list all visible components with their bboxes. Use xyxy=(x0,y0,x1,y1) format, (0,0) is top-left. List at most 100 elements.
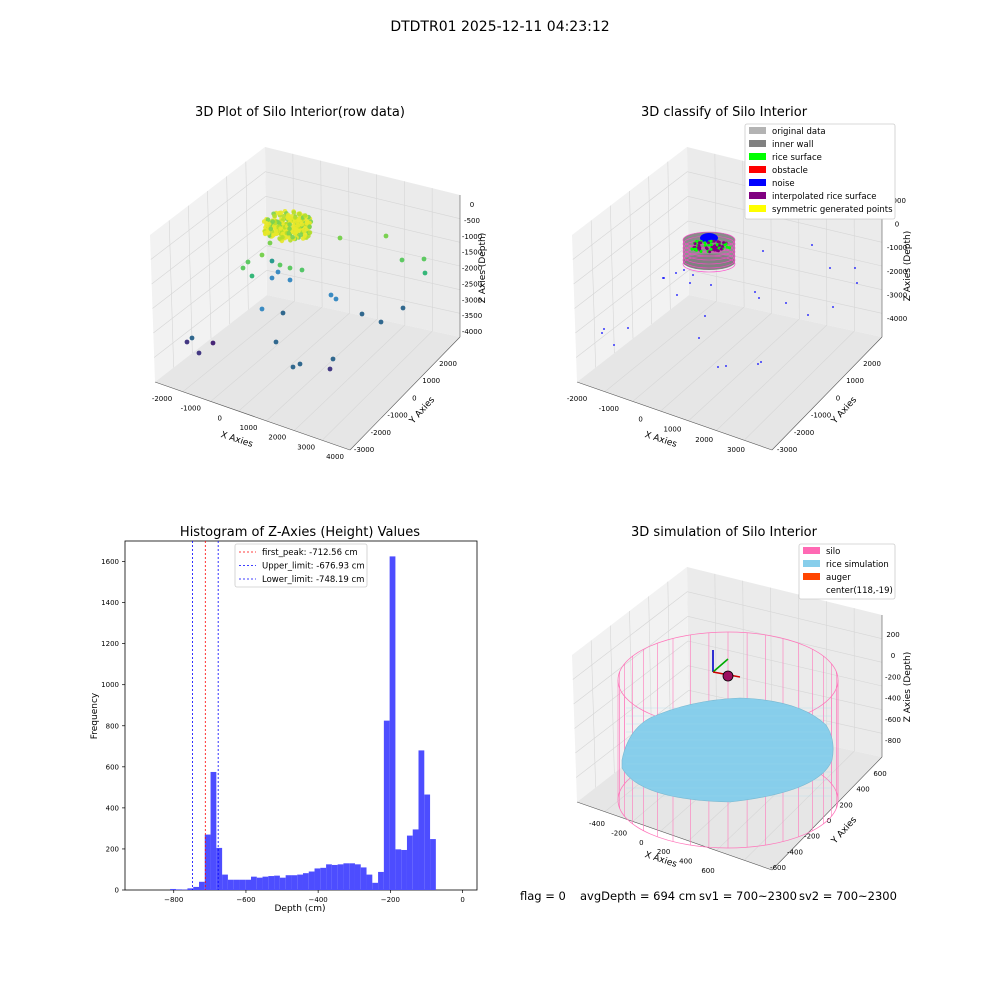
raw-point xyxy=(307,230,313,235)
z-tick-label: -4000 xyxy=(887,315,907,323)
x-tick-label: 0 xyxy=(460,896,464,904)
y-tick-label: 1400 xyxy=(101,599,119,607)
panel-classify-3d: 3D classify of Silo Interior -2000 -1000 0… xyxy=(567,105,913,454)
histogram-bar xyxy=(354,864,361,890)
raw-3d-x-label: X Axies xyxy=(219,430,254,450)
grid-line xyxy=(660,312,772,412)
histogram-bar xyxy=(251,876,257,890)
histogram-bar xyxy=(383,720,390,890)
rice-point xyxy=(707,243,711,247)
legend-frame xyxy=(234,543,368,588)
grid-line xyxy=(716,324,828,431)
raw-point xyxy=(259,252,265,258)
z-tick-label: -1500 xyxy=(462,249,482,257)
histogram-bar xyxy=(366,874,373,890)
raw-point xyxy=(278,210,284,216)
noise-point xyxy=(603,328,605,330)
y-tick-label: 1200 xyxy=(101,640,119,648)
grid-line xyxy=(688,318,800,422)
grid-line xyxy=(632,306,745,402)
legend-frame xyxy=(798,543,896,600)
x-tick-label: −200 xyxy=(381,896,400,904)
rice-point xyxy=(690,247,694,251)
y-tick-label: -2000 xyxy=(371,429,391,437)
x-tick-label: 3000 xyxy=(297,443,315,451)
legend-swatch xyxy=(749,192,766,199)
raw-point xyxy=(328,292,334,298)
x-tick-label: −600 xyxy=(236,896,255,904)
histogram-title: Histogram of Z-Axies (Height) Values xyxy=(180,525,420,540)
noise-point xyxy=(760,361,762,363)
rice-point xyxy=(703,241,707,245)
raw-point xyxy=(291,226,297,231)
grid-line xyxy=(210,306,323,402)
legend-label: rice surface xyxy=(772,153,822,163)
histogram-bar xyxy=(199,881,205,890)
raw-point xyxy=(281,213,287,219)
back-wall xyxy=(265,147,460,337)
raw-point xyxy=(297,361,303,367)
legend-label: interpolated rice surface xyxy=(772,192,877,202)
histogram-bar xyxy=(331,864,338,890)
x-tick-label: −800 xyxy=(164,896,183,904)
noise-point xyxy=(601,332,603,334)
y-tick-label: 0 xyxy=(115,887,119,895)
rice-point xyxy=(714,245,718,249)
rice-point xyxy=(719,247,723,251)
noise-point xyxy=(754,291,756,293)
figure-suptitle: DTDTR01 2025-12-11 04:23:12 xyxy=(390,19,609,35)
raw-point xyxy=(359,311,365,317)
noise-point xyxy=(762,250,764,252)
raw-point xyxy=(299,267,305,273)
raw-3d-axes-box xyxy=(150,147,461,451)
legend-label: noise xyxy=(772,179,795,189)
x-tick-label: 3000 xyxy=(727,446,745,454)
z-tick-label: -200 xyxy=(885,673,901,681)
histogram-bar xyxy=(406,835,413,890)
raw-point xyxy=(333,296,339,302)
raw-point xyxy=(210,340,216,346)
noise-point xyxy=(757,363,759,365)
histogram-bar xyxy=(326,864,332,890)
x-tick-label: 4000 xyxy=(326,453,344,461)
histogram-legend: first_peak: -712.56 cm Upper_limit: -676.… xyxy=(234,543,368,588)
classify-3d-points xyxy=(601,231,858,368)
raw-point xyxy=(302,213,308,218)
histogram-bar xyxy=(378,871,384,890)
raw-3d-x-ticks: -2000 -1000 0 1000 2000 3000 4000 xyxy=(152,395,344,461)
raw-point xyxy=(245,259,251,265)
legend-label: first_peak: -712.56 cm xyxy=(262,548,358,558)
raw-point xyxy=(267,240,273,246)
rice-point xyxy=(723,243,727,247)
x-axis-line xyxy=(576,801,773,871)
grid-line xyxy=(590,640,596,788)
auger-head xyxy=(722,670,734,682)
histogram-bar xyxy=(337,864,344,890)
legend-swatch xyxy=(803,547,820,554)
noise-point xyxy=(717,366,719,368)
grid-line xyxy=(266,245,461,290)
noise-point xyxy=(676,294,678,296)
rice-point xyxy=(721,244,725,248)
x-tick-label: -2000 xyxy=(567,395,587,403)
noise-point xyxy=(829,267,831,269)
histogram-bar xyxy=(424,794,431,890)
y-tick-label: 800 xyxy=(106,722,119,730)
rice-point xyxy=(707,241,710,245)
simulation-rice-surface xyxy=(621,697,834,803)
histogram-bar xyxy=(291,875,298,890)
y-tick-label: 400 xyxy=(856,786,869,794)
histogram-bar xyxy=(262,876,269,890)
raw-point xyxy=(290,235,295,240)
grid-line xyxy=(743,330,855,441)
rice-point xyxy=(709,247,713,251)
status-line: flag = 0 avgDepth = 694 cm sv1 = 700~230… xyxy=(520,889,897,903)
legend-label: symmetric generated points xyxy=(772,205,893,215)
y-tick-label: 1000 xyxy=(101,681,119,689)
classify-3d-title: 3D classify of Silo Interior xyxy=(641,105,808,120)
raw-point xyxy=(184,339,190,345)
panel-histogram: Histogram of Z-Axies (Height) Values −80… xyxy=(90,525,478,914)
noise-point xyxy=(675,272,677,274)
rice-point xyxy=(694,247,698,251)
legend-label: auger xyxy=(826,573,851,583)
